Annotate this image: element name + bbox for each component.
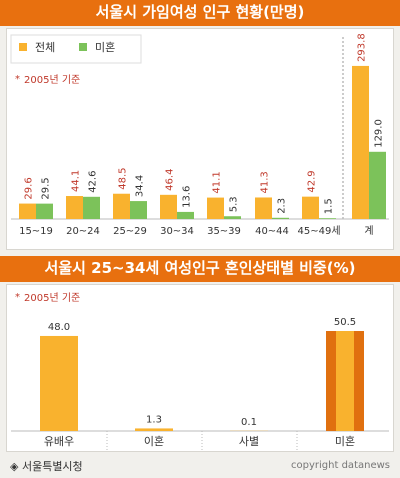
value-label-1: 1.3	[146, 414, 162, 425]
bar-total-1	[66, 196, 83, 219]
bar-single-2	[130, 201, 147, 219]
value-label-1-3: 13.6	[182, 186, 193, 208]
value-label-0-6: 42.9	[307, 170, 318, 192]
bar-1	[135, 428, 173, 431]
value-label-0-0: 29.6	[24, 177, 35, 199]
value-label-3: 50.5	[334, 317, 356, 328]
bar-total-6	[302, 196, 319, 219]
category-label-0: 유배우	[44, 435, 74, 448]
bar-single-6	[319, 218, 336, 219]
bar-single-5	[272, 217, 289, 219]
value-label-1-1: 42.6	[88, 171, 99, 193]
category-label-1: 20~24	[66, 226, 100, 237]
category-label-5: 40~44	[255, 226, 289, 237]
value-label-0: 48.0	[48, 322, 70, 333]
category-label-4: 35~39	[207, 226, 241, 237]
value-label-2: 0.1	[241, 417, 257, 428]
chart2-note: 2005년 기준	[24, 292, 80, 304]
value-label-1-7: 129.0	[374, 119, 385, 148]
chart1-note-star: *	[15, 74, 20, 85]
chart1-svg: 전체 미혼 * 2005년 기준 29.6 29.5 15~19 44.1 42.6 20~24 4…	[10, 33, 389, 237]
bar-total-5	[255, 197, 272, 219]
category-label-0: 15~19	[19, 226, 53, 237]
bar-inner-3	[336, 331, 354, 431]
category-label-6: 45~49세	[297, 225, 340, 237]
bar-single-0	[36, 203, 53, 219]
value-label-0-1: 44.1	[71, 170, 82, 192]
value-label-1-0: 29.5	[41, 177, 52, 199]
category-label-1: 이혼	[144, 435, 164, 448]
category-label-3: 30~34	[160, 226, 194, 237]
category-label-7: 계	[364, 225, 373, 237]
legend-swatch-0	[19, 43, 27, 51]
value-label-0-7: 293.8	[357, 33, 368, 62]
chart2-title: 서울시 25~34세 여성인구 혼인상태별 비중(%)	[0, 256, 400, 282]
legend-label-1: 미혼	[95, 41, 115, 54]
bar-single-3	[177, 211, 194, 219]
chart2-panel: * 2005년 기준 48.0 유배우 1.3 이혼 0.1 사별 50.5 미혼	[6, 284, 394, 452]
value-label-0-5: 41.3	[260, 171, 271, 193]
value-label-0-2: 48.5	[118, 167, 129, 189]
category-label-3: 미혼	[335, 435, 355, 448]
bar-total-0	[19, 203, 36, 219]
value-label-0-4: 41.1	[212, 171, 223, 193]
source-label: ◈ 서울특별시청	[10, 460, 83, 473]
legend-label-0: 전체	[35, 41, 55, 54]
chart1-title: 서울시 가임여성 인구 현황(만명)	[0, 0, 400, 26]
bar-single-1	[83, 196, 100, 219]
value-label-1-2: 34.4	[135, 175, 146, 197]
copyright-label: copyright datanews	[291, 460, 390, 471]
bar-single-4	[224, 216, 241, 219]
chart2-svg: * 2005년 기준 48.0 유배우 1.3 이혼 0.1 사별 50.5 미혼	[11, 292, 389, 451]
value-label-1-5: 2.3	[277, 198, 288, 214]
value-label-1-4: 5.3	[229, 196, 240, 212]
bar-0	[40, 335, 78, 431]
legend-swatch-1	[79, 43, 87, 51]
bar-single-7	[369, 151, 386, 219]
bar-total-2	[113, 193, 130, 219]
bar-total-4	[207, 197, 224, 219]
legend-box	[10, 34, 142, 64]
bar-total-3	[160, 194, 177, 219]
category-label-2: 사별	[239, 435, 259, 448]
bar-total-7	[352, 65, 369, 219]
category-label-2: 25~29	[113, 226, 147, 237]
value-label-1-6: 1.5	[324, 198, 335, 214]
value-label-0-3: 46.4	[165, 169, 176, 191]
chart1-note: 2005년 기준	[24, 74, 80, 86]
chart1-panel: 전체 미혼 * 2005년 기준 29.6 29.5 15~19 44.1 42.6 20~24 4…	[6, 28, 394, 250]
chart2-note-star: *	[15, 292, 20, 303]
